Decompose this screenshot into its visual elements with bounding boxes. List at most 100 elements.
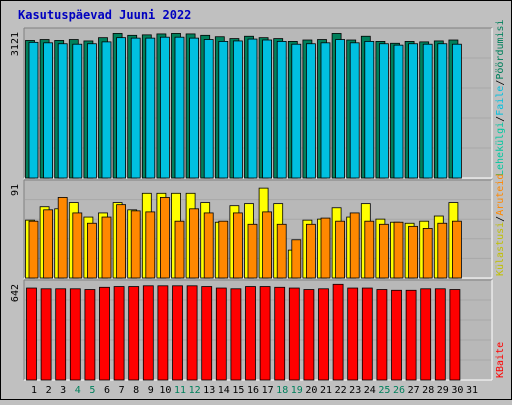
- bar-faile-day-10: [159, 36, 170, 179]
- x-tick-label-11: 11: [174, 385, 186, 396]
- y-axis-max-label: 642: [10, 284, 21, 302]
- x-tick-label-18: 18: [276, 385, 288, 396]
- x-tick-label-13: 13: [203, 385, 215, 396]
- bar-faile-day-25: [378, 43, 389, 179]
- bar-faile-day-7: [116, 37, 126, 179]
- bar-faile-day-4: [72, 43, 83, 179]
- bar-aruteid-day-4: [72, 212, 83, 279]
- bar-aruteid-day-9: [145, 211, 156, 279]
- legend-sites-visits: Külastusi/Aruteid: [495, 174, 506, 276]
- bar-faile-day-26: [393, 44, 404, 179]
- bar-kbaite-day-27: [405, 289, 417, 381]
- bar-kbaite-day-21: [318, 288, 329, 381]
- bar-kbaite-day-17: [259, 286, 271, 381]
- x-tick-label-30: 30: [451, 385, 463, 396]
- bar-aruteid-day-29: [437, 222, 448, 279]
- x-tick-label-8: 8: [133, 385, 139, 396]
- bar-faile-day-1: [28, 41, 39, 179]
- bar-kbaite-day-12: [186, 285, 198, 381]
- bar-aruteid-day-1: [28, 220, 39, 279]
- x-tick-label-23: 23: [349, 385, 361, 396]
- legend-entry: Faile: [495, 86, 506, 116]
- x-tick-label-19: 19: [291, 385, 303, 396]
- bar-aruteid-day-2: [43, 209, 53, 279]
- bar-faile-day-11: [174, 36, 185, 179]
- bar-faile-day-13: [203, 39, 214, 179]
- bar-aruteid-day-3: [57, 197, 68, 279]
- bar-faile-day-29: [437, 43, 448, 179]
- chart-panels: 3121 Lehekülgi/Faile/Pöördumisi 91 Külastus…: [10, 19, 506, 381]
- legend-entry: Aruteid: [495, 174, 506, 216]
- bar-faile-day-8: [130, 37, 141, 179]
- legend-separator: /: [495, 216, 506, 222]
- x-tick-label-3: 3: [60, 385, 66, 396]
- bar-aruteid-day-14: [218, 220, 229, 279]
- legend-kbytes: KBaite: [495, 342, 506, 378]
- x-tick-label-29: 29: [437, 385, 449, 396]
- bar-kbaite-day-5: [84, 289, 96, 381]
- x-tick-label-6: 6: [104, 385, 110, 396]
- bar-faile-day-14: [218, 41, 229, 179]
- bar-faile-day-5: [87, 43, 97, 179]
- panel-kbytes: 642 KBaite: [10, 279, 506, 381]
- x-tick-label-28: 28: [422, 385, 434, 396]
- x-tick-label-2: 2: [46, 385, 52, 396]
- bar-kbaite-day-7: [113, 286, 125, 381]
- bar-aruteid-day-13: [203, 212, 214, 279]
- bar-aruteid-day-27: [408, 225, 419, 279]
- chart-title: Kasutuspäevad Juuni 2022: [18, 8, 191, 22]
- legend-entry: Pöördumisi: [495, 19, 506, 79]
- bar-kbaite-day-3: [55, 288, 67, 381]
- x-tick-label-21: 21: [320, 385, 332, 396]
- bar-kbaite-day-16: [245, 286, 256, 381]
- x-tick-label-27: 27: [408, 385, 420, 396]
- x-tick-label-10: 10: [159, 385, 171, 396]
- x-tick-label-15: 15: [232, 385, 244, 396]
- x-axis-tick-labels: 1 2 3 4 5 6 7 8 9 10 11 12 13 14 15 16 17 18 19 20 21 22 23 24 2…: [31, 385, 478, 396]
- bar-faile-day-24: [364, 41, 375, 179]
- x-tick-label-20: 20: [305, 385, 317, 396]
- bar-kbaite-day-24: [361, 287, 373, 381]
- x-tick-label-14: 14: [218, 385, 230, 396]
- y-axis-max-label: 3121: [10, 32, 21, 56]
- bar-kbaite-day-14: [215, 287, 227, 381]
- x-tick-label-22: 22: [335, 385, 347, 396]
- bar-aruteid-day-15: [232, 212, 243, 279]
- bar-faile-day-30: [451, 43, 462, 179]
- legend-separator: /: [495, 80, 506, 86]
- bar-aruteid-day-10: [159, 197, 170, 279]
- bar-kbaite-day-29: [434, 288, 446, 381]
- bar-kbaite-day-20: [303, 289, 315, 381]
- bar-faile-day-2: [43, 42, 53, 179]
- bar-aruteid-day-16: [247, 223, 258, 279]
- bar-faile-day-28: [422, 43, 433, 179]
- bar-aruteid-day-12: [189, 208, 200, 279]
- bar-kbaite-day-15: [230, 288, 242, 381]
- legend-entry: Külastusi: [495, 222, 506, 276]
- bar-aruteid-day-7: [116, 204, 126, 279]
- bar-aruteid-day-5: [87, 222, 97, 279]
- y-axis-max-label: 91: [10, 184, 21, 196]
- bar-kbaite-day-1: [26, 287, 37, 381]
- bar-kbaite-day-28: [420, 288, 432, 381]
- x-tick-label-1: 1: [31, 385, 37, 396]
- bar-faile-day-12: [189, 37, 200, 179]
- bar-faile-day-16: [247, 38, 258, 179]
- bar-aruteid-day-11: [174, 220, 185, 279]
- x-tick-label-24: 24: [364, 385, 376, 396]
- bar-aruteid-day-17: [262, 211, 273, 279]
- bar-faile-day-21: [320, 42, 331, 179]
- bar-aruteid-day-23: [349, 212, 360, 279]
- x-tick-label-31: 31: [466, 385, 478, 396]
- legend-hits-files-pages: Lehekülgi/Faile/Pöördumisi: [495, 19, 506, 176]
- bar-aruteid-day-26: [393, 221, 404, 279]
- bar-aruteid-day-21: [320, 217, 331, 279]
- x-tick-label-17: 17: [262, 385, 274, 396]
- bar-kbaite-day-2: [40, 288, 52, 381]
- panel-hits-files-pages: 3121 Lehekülgi/Faile/Pöördumisi: [10, 19, 506, 179]
- x-tick-label-7: 7: [119, 385, 125, 396]
- bar-faile-day-23: [349, 42, 360, 179]
- bar-kbaite-day-19: [288, 287, 300, 381]
- bar-kbaite-day-25: [376, 289, 388, 381]
